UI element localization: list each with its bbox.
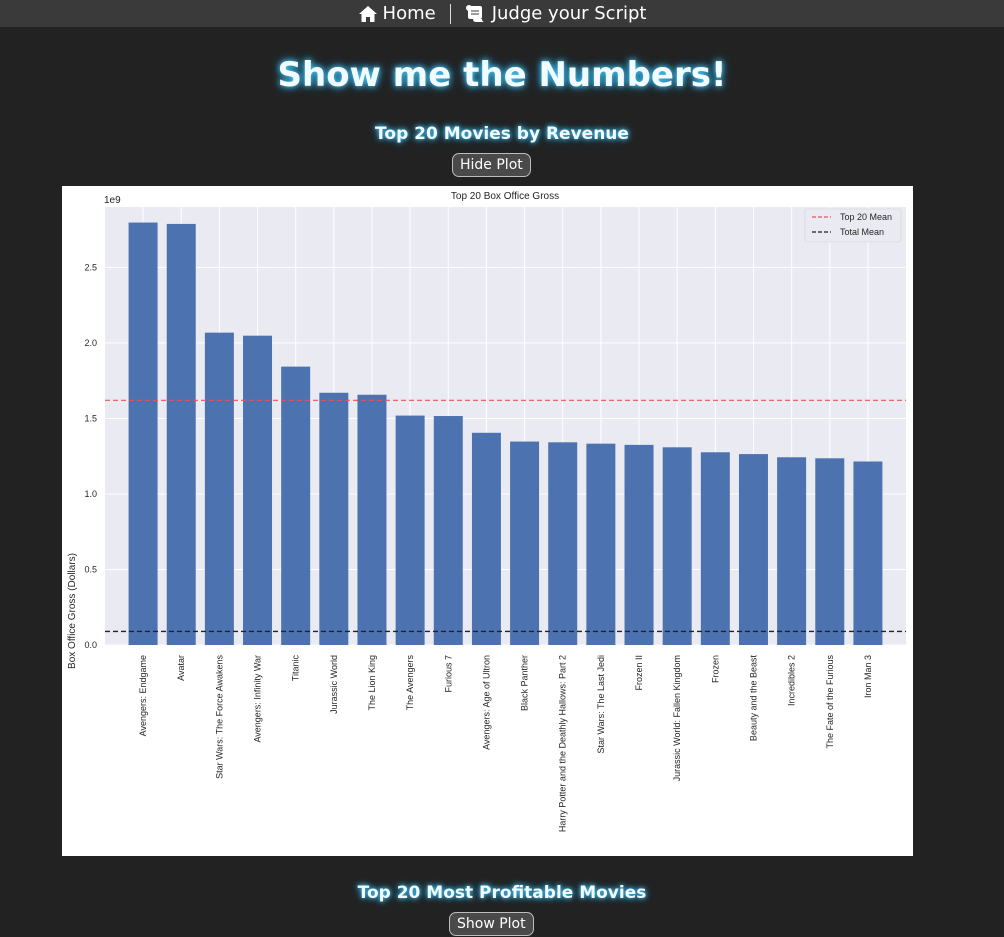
y-tick-label: 0.0 (84, 640, 97, 650)
bar (319, 392, 349, 645)
chart-title: Top 20 Box Office Gross (451, 191, 559, 202)
y-axis-label: Box Office Gross (Dollars) (67, 553, 78, 669)
nav-divider (449, 3, 451, 24)
bar (624, 444, 654, 645)
nav-judge-link[interactable]: Judge your Script (451, 3, 661, 24)
x-tick-label: The Fate of the Furious (825, 655, 835, 749)
bar (281, 366, 311, 645)
bar (815, 458, 845, 645)
bar (395, 415, 425, 645)
x-tick-label: The Avengers (405, 655, 415, 711)
show-plot-button[interactable]: Show Plot (449, 912, 534, 936)
legend-label: Total Mean (840, 227, 884, 237)
bar (471, 432, 501, 645)
x-tick-label: Star Wars: The Last Jedi (596, 655, 606, 754)
bar (128, 222, 158, 645)
y-tick-label: 0.5 (84, 564, 97, 574)
x-tick-label: Avengers: Endgame (138, 655, 148, 736)
y-tick-label: 2.0 (84, 338, 97, 348)
x-tick-label: Incredibles 2 (787, 655, 797, 706)
bar (166, 223, 196, 645)
revenue-plot: Top 20 Box Office Gross 1e9 Box Office G… (62, 186, 913, 856)
legend-box (804, 208, 902, 243)
x-tick-label: Avengers: Infinity War (253, 655, 263, 743)
nav-home-link[interactable]: Home (344, 3, 450, 24)
bar (738, 454, 768, 645)
top-nav-bar: Home Judge your Script (0, 0, 1004, 27)
bar (853, 461, 883, 645)
legend-label: Top 20 Mean (840, 212, 892, 222)
x-tick-label: Avatar (176, 655, 186, 681)
section-title-profitable: Top 20 Most Profitable Movies (357, 883, 647, 903)
plot-area-background (105, 207, 906, 645)
x-tick-label: Iron Man 3 (863, 655, 873, 698)
x-tick-label: Black Panther (520, 655, 530, 711)
y-offset-label: 1e9 (104, 195, 121, 206)
page-title: Show me the Numbers! (277, 55, 727, 95)
x-tick-label: Jurassic World: Fallen Kingdom (672, 655, 682, 781)
x-tick-label: Beauty and the Beast (748, 655, 758, 742)
bar (662, 447, 692, 645)
hide-plot-button[interactable]: Hide Plot (452, 153, 531, 177)
chart-legend: Top 20 Mean Total Mean (804, 208, 902, 243)
nav-judge-label: Judge your Script (491, 3, 647, 24)
x-tick-label: Frozen II (634, 655, 644, 691)
x-tick-label: Harry Potter and the Deathly Hallows: Pa… (558, 655, 568, 832)
x-tick-label: Star Wars: The Force Awakens (214, 655, 224, 779)
y-tick-label: 2.5 (84, 262, 97, 272)
x-tick-label: Titanic (291, 655, 301, 682)
bar (357, 394, 387, 645)
bar (204, 332, 234, 645)
y-tick-label: 1.5 (84, 413, 97, 423)
section-title-revenue: Top 20 Movies by Revenue (375, 124, 629, 144)
x-tick-label: Avengers: Age of Ultron (481, 655, 491, 750)
bar (700, 452, 730, 645)
x-tick-label: Frozen (710, 655, 720, 683)
x-tick-label: Furious 7 (443, 655, 453, 693)
x-tick-label: The Lion King (367, 655, 377, 711)
x-tick-label: Jurassic World (329, 655, 339, 714)
home-icon (358, 5, 378, 23)
scroll-icon (465, 4, 487, 23)
bar (433, 416, 463, 645)
y-tick-label: 1.0 (84, 489, 97, 499)
nav-home-label: Home (382, 3, 436, 24)
bar (548, 442, 578, 645)
bar (510, 441, 540, 645)
bar (777, 457, 807, 645)
bar (586, 443, 616, 645)
revenue-bar-chart: Top 20 Box Office Gross 1e9 Box Office G… (67, 191, 906, 832)
bar (243, 335, 273, 645)
